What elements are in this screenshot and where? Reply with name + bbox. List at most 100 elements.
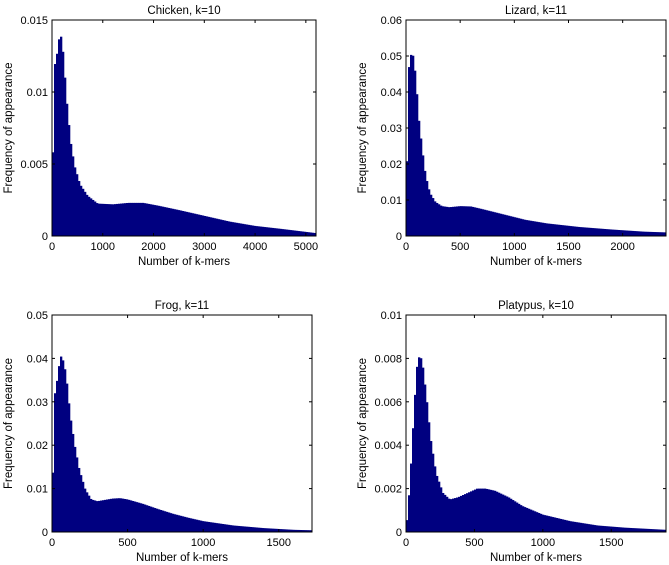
lizard-bar bbox=[652, 231, 655, 236]
lizard-bar bbox=[472, 206, 475, 236]
platypus-bar bbox=[618, 527, 621, 532]
frog-bar bbox=[156, 508, 159, 532]
frog-bar bbox=[60, 356, 63, 532]
lizard-bar bbox=[480, 208, 483, 236]
platypus-histogram-bars bbox=[406, 357, 667, 532]
chicken-axes-frame bbox=[51, 19, 317, 237]
lizard-bar bbox=[642, 231, 645, 236]
frog-bar bbox=[176, 514, 179, 532]
platypus-y-tick-label: 0.008 bbox=[374, 353, 402, 365]
frog-plot-area bbox=[52, 315, 312, 532]
lizard-y-tick-label: 0.01 bbox=[381, 195, 402, 207]
frog-bar bbox=[70, 420, 73, 532]
frog-bar bbox=[210, 522, 213, 532]
platypus-bar bbox=[406, 520, 409, 532]
platypus-bar bbox=[654, 529, 657, 532]
platypus-x-tick-label: 1000 bbox=[531, 537, 555, 549]
frog-bar bbox=[286, 529, 289, 532]
platypus-bar bbox=[434, 466, 437, 532]
platypus-bar bbox=[452, 498, 455, 532]
frog-bar bbox=[140, 503, 143, 532]
platypus-x-axis-label: Number of k-mers bbox=[490, 552, 582, 564]
chicken-bar bbox=[138, 202, 141, 236]
frog-bar bbox=[62, 360, 65, 532]
frog-bar bbox=[112, 498, 115, 532]
frog-bar bbox=[234, 525, 237, 532]
chicken-bar bbox=[162, 206, 165, 236]
lizard-bar bbox=[452, 206, 455, 236]
chicken-bar bbox=[92, 199, 95, 236]
platypus-bar bbox=[528, 508, 531, 532]
lizard-bar bbox=[522, 219, 525, 236]
chicken-bar bbox=[136, 202, 139, 236]
lizard-y-tick-label: 0.02 bbox=[381, 159, 402, 171]
lizard-bar bbox=[504, 214, 507, 236]
lizard-bar bbox=[546, 223, 549, 236]
platypus-bar bbox=[644, 528, 647, 532]
chicken-bar bbox=[272, 227, 275, 236]
chicken-bar bbox=[154, 205, 157, 236]
lizard-bar bbox=[540, 222, 543, 236]
chicken-bar bbox=[208, 216, 211, 236]
lizard-plot-area bbox=[406, 20, 666, 236]
frog-bar bbox=[262, 528, 265, 532]
chicken-bar bbox=[228, 221, 231, 236]
frog-bar bbox=[310, 530, 313, 532]
chicken-bar bbox=[80, 185, 83, 236]
lizard-bar bbox=[410, 54, 413, 236]
frog-y-tick-label: 0.01 bbox=[27, 484, 48, 496]
platypus-bar bbox=[568, 520, 571, 532]
platypus-bar bbox=[496, 491, 499, 532]
chicken-bar bbox=[262, 226, 265, 236]
lizard-bar bbox=[454, 206, 457, 236]
frog-bar bbox=[132, 501, 135, 532]
frog-bar bbox=[276, 528, 279, 532]
lizard-bar bbox=[548, 223, 551, 236]
platypus-bar bbox=[502, 494, 505, 532]
frog-bar bbox=[300, 530, 303, 532]
chicken-bar bbox=[248, 224, 251, 236]
chicken-y-tick-label: 0.015 bbox=[20, 15, 48, 27]
platypus-bar bbox=[556, 518, 559, 532]
lizard-x-tick-label: 0 bbox=[403, 241, 409, 253]
platypus-bar bbox=[420, 358, 423, 532]
lizard-bar bbox=[426, 181, 429, 236]
lizard-y-tick-label: 0.05 bbox=[381, 51, 402, 63]
platypus-bar bbox=[662, 529, 665, 532]
lizard-bar bbox=[630, 230, 633, 236]
lizard-bar bbox=[436, 202, 439, 236]
chicken-bar bbox=[156, 205, 159, 236]
chicken-bar bbox=[218, 219, 221, 236]
frog-bar bbox=[258, 527, 261, 532]
platypus-bar bbox=[656, 529, 659, 532]
chicken-x-tick-label: 3000 bbox=[192, 241, 216, 253]
chart-panel-frog: 0 500 1000 1500 0 0.01 0.02 0.03 0.04 0.05 Frog, k… bbox=[3, 300, 313, 564]
platypus-bar bbox=[448, 498, 451, 532]
chicken-bar bbox=[120, 203, 123, 236]
platypus-y-tick-label: 0.006 bbox=[374, 397, 402, 409]
lizard-bar bbox=[460, 206, 463, 236]
chicken-bar bbox=[222, 220, 225, 236]
platypus-y-axis-label: Frequency of appearance bbox=[357, 358, 369, 489]
platypus-bar bbox=[504, 495, 507, 532]
chicken-bar bbox=[194, 213, 197, 236]
chicken-bar bbox=[226, 220, 229, 236]
chicken-bar bbox=[246, 224, 249, 236]
lizard-bar bbox=[434, 201, 437, 236]
chicken-bar bbox=[214, 218, 217, 236]
frog-bar bbox=[84, 488, 87, 532]
lizard-bar bbox=[600, 228, 603, 236]
lizard-bar bbox=[518, 218, 521, 236]
chicken-bar bbox=[198, 214, 201, 236]
lizard-bar bbox=[494, 212, 497, 236]
platypus-bar bbox=[614, 526, 617, 532]
lizard-bar bbox=[592, 228, 595, 236]
platypus-bar bbox=[432, 453, 435, 532]
frog-bar bbox=[116, 498, 119, 532]
lizard-bar bbox=[552, 224, 555, 236]
chicken-bar bbox=[258, 226, 261, 236]
lizard-bar bbox=[478, 208, 481, 236]
platypus-bar bbox=[660, 529, 663, 532]
lizard-bar bbox=[536, 221, 539, 236]
frog-bar bbox=[256, 527, 259, 532]
